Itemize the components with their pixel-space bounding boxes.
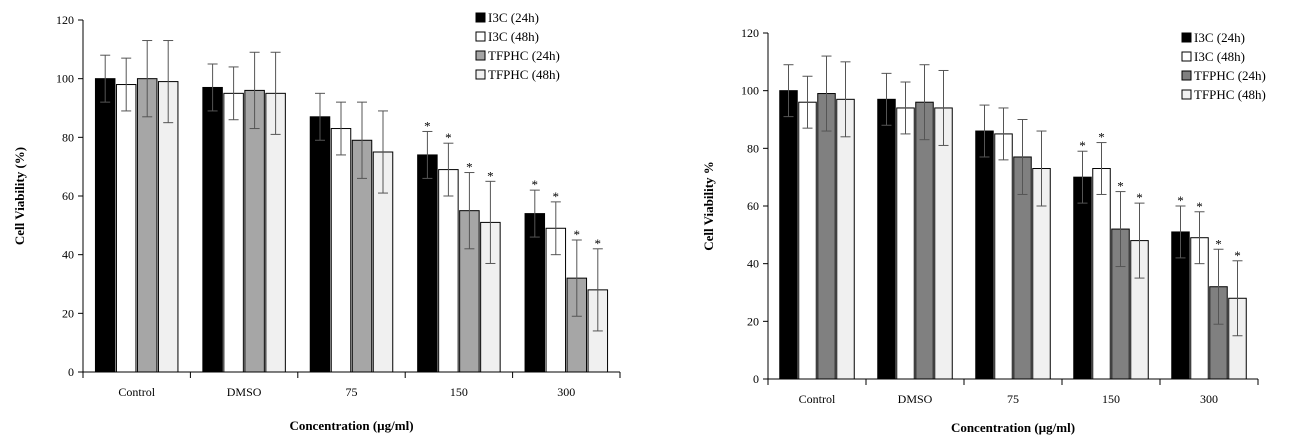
significance-marker: * [1079,138,1086,153]
x-tick-label: 75 [346,385,358,399]
legend-label: TFPHC (24h) [1194,68,1266,83]
legend-swatch [475,12,486,23]
y-tick-label: 80 [62,130,74,144]
bar [975,130,994,380]
significance-marker: * [424,118,431,133]
y-tick-label: 20 [747,314,759,328]
significance-marker: * [1215,236,1222,251]
legend-swatch [475,31,486,42]
x-tick-label: DMSO [898,392,933,406]
x-tick-label: 75 [1007,392,1019,406]
legend-swatch [1181,70,1192,81]
bar [896,107,915,380]
significance-marker: * [1136,190,1143,205]
x-tick-label: Control [118,385,155,399]
x-axis-title: Concentration (µg/ml) [951,420,1075,435]
x-tick-label: 300 [1200,392,1218,406]
bar [1073,176,1092,380]
x-tick-label: 150 [1102,392,1120,406]
x-tick-label: Control [799,392,836,406]
significance-marker: * [487,168,494,183]
bar [223,92,244,373]
significance-marker: * [532,177,539,192]
y-tick-label: 60 [747,199,759,213]
legend-label: TFPHC (24h) [488,48,560,63]
y-tick-label: 0 [68,365,74,379]
bar [202,86,223,373]
bar [94,78,116,373]
legend-label: TFPHC (48h) [488,67,560,82]
bar [438,169,459,373]
y-tick-label: 0 [753,372,759,386]
significance-marker: * [1098,130,1105,145]
bar [798,101,817,380]
chart-left-svg: 0 20 40 60 80 100 120 Control DMSO 75 * * * * 150 * * * * 3… [12,10,621,433]
significance-marker: * [445,130,452,145]
bar [115,84,137,373]
y-tick-label: 80 [747,141,759,155]
legend-swatch [1181,51,1192,62]
chart-right: 0 20 40 60 80 100 120 Control DMSO 75 * * * * 150 * * * * 3… [650,0,1290,438]
bar [877,98,896,380]
bar [836,98,855,380]
x-tick-label: 150 [450,385,468,399]
legend-swatch [475,50,486,61]
bar [157,81,179,373]
legend-swatch [1181,32,1192,43]
significance-marker: * [553,189,560,204]
y-tick-label: 40 [62,248,74,262]
bar [136,78,158,373]
x-tick-label: DMSO [227,385,262,399]
y-axis-title: Cell Viability % [701,161,716,251]
legend-label: I3C (48h) [488,29,539,44]
legend-swatch [475,69,486,80]
legend-label: I3C (24h) [488,10,539,25]
bar [817,93,836,380]
significance-marker: * [574,227,581,242]
legend-label: TFPHC (48h) [1194,87,1266,102]
significance-marker: * [1234,248,1241,263]
legend-swatch [1181,89,1192,100]
y-tick-label: 120 [56,13,74,27]
bar [309,116,331,373]
chart-left: 0 20 40 60 80 100 120 Control DMSO 75 * * * * 150 * * * * 3… [0,0,650,438]
y-tick-label: 40 [747,257,759,271]
significance-marker: * [1177,193,1184,208]
y-tick-label: 20 [62,306,74,320]
y-tick-label: 60 [62,189,74,203]
bar [244,89,265,373]
x-axis-title: Concentration (µg/ml) [289,418,413,433]
bar [934,107,953,380]
legend-label: I3C (24h) [1194,30,1245,45]
significance-marker: * [1196,199,1203,214]
bar [417,154,438,373]
bar [1092,168,1111,380]
bar [915,101,934,380]
chart-right-svg: 0 20 40 60 80 100 120 Control DMSO 75 * * * * 150 * * * * 3… [701,26,1266,435]
significance-marker: * [1117,179,1124,194]
significance-marker: * [595,236,602,251]
bar [994,133,1013,380]
significance-marker: * [466,160,473,175]
bar [330,128,352,373]
y-axis-title: Cell Viability (%) [12,147,27,245]
bar [779,90,798,380]
y-tick-label: 100 [741,84,759,98]
y-tick-label: 120 [741,26,759,40]
y-tick-label: 100 [56,72,74,86]
x-tick-label: 300 [557,385,575,399]
bar [265,92,286,373]
legend-label: I3C (48h) [1194,49,1245,64]
